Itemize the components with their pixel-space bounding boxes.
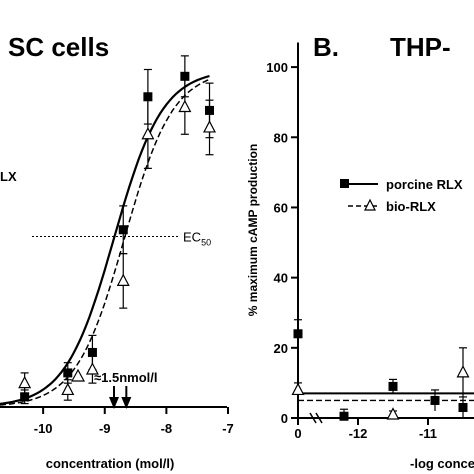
legend-label-bio: bio-RLX: [386, 199, 436, 214]
panel-a-title: SC cells: [8, 32, 109, 62]
porcine-rlx-point: [63, 368, 73, 378]
panel-b-x-tick-label: -11: [419, 426, 437, 441]
legend-marker-porcine: [340, 179, 349, 188]
panel-a-axes: -10 -9 -8 -7: [0, 406, 234, 436]
panel-b-y-axis-label: % maximum cAMP production: [246, 144, 260, 316]
ec50-arrow-head: [121, 397, 132, 409]
panel-a-legend-fragment: LX: [0, 169, 17, 184]
panel-a-x-tick-label: -8: [161, 421, 173, 436]
porcine-rlx-point: [180, 71, 190, 81]
panel-b: B. THP- % maximum cAMP production 0 20 40 6…: [246, 32, 474, 471]
panel-a-x-tick-label: -9: [99, 421, 111, 436]
panel-b-y-tick-label: 20: [274, 341, 288, 356]
panel-b-title: THP-: [390, 32, 451, 62]
panel-b-legend: porcine RLX bio-RLX: [340, 177, 463, 214]
bio-rlx-point: [386, 407, 400, 420]
porcine-rlx-point: [118, 225, 128, 235]
bio-rlx-point: [116, 273, 130, 286]
panel-a-curves: [0, 74, 210, 406]
porcine-rlx-point: [388, 381, 398, 391]
bio-rlx-point: [456, 365, 470, 378]
ec50-difference-label: ≈1.5nmol/l: [94, 370, 157, 385]
panel-b-axes: 0 20 40 60 80 100 0 -12 -11: [266, 42, 474, 441]
panel-b-y-tick-label: 40: [274, 271, 288, 286]
panel-a-annotation: ≈1.5nmol/l: [70, 368, 157, 409]
bio-rlx-point: [178, 99, 192, 113]
panel-b-x-tick-label: -12: [349, 426, 368, 441]
bio-rlx-point: [61, 382, 75, 396]
porcine-rlx-point: [143, 92, 153, 102]
porcine-rlx-point: [430, 395, 440, 405]
bio-rlx-point: [85, 362, 99, 375]
panel-a-ec50: EC50: [32, 230, 211, 248]
panel-b-y-tick-label: 60: [274, 200, 288, 215]
panel-b-y-tick-label: 0: [281, 411, 288, 426]
annotation-triangle-marker: [70, 368, 86, 382]
panel-a-x-axis-label: concentration (mol/l): [46, 456, 175, 471]
porcine-rlx-point: [458, 402, 468, 412]
bio-rlx-point: [18, 375, 32, 389]
panel-b-x-axis-label: -log concentra: [410, 456, 474, 471]
porcine-rlx-fit-curve: [0, 74, 210, 405]
porcine-rlx-point: [87, 347, 97, 357]
panel-a: SC cells LX -10 -9 -8 -7 EC50 ≈1.5nmol/l co…: [0, 32, 234, 471]
panel-b-x-tick-label: 0: [294, 426, 301, 441]
ec50-arrows: [109, 386, 132, 409]
bio-rlx-fit-curve: [0, 78, 210, 406]
porcine-rlx-point: [293, 329, 303, 339]
porcine-rlx-point: [339, 411, 349, 421]
panel-b-points: [291, 319, 470, 421]
legend-marker-bio: [364, 198, 376, 211]
ec50-arrow-head: [109, 397, 119, 409]
panel-b-axis-break: [309, 412, 317, 424]
ec50-label: EC50: [183, 230, 211, 248]
bio-rlx-point: [203, 120, 217, 133]
bio-rlx-point: [291, 382, 305, 396]
bio-rlx-point: [141, 126, 155, 140]
panel-a-x-tick-label: -10: [34, 421, 53, 436]
porcine-rlx-point: [20, 392, 30, 402]
panel-b-axis-break: [315, 412, 323, 424]
panel-b-y-tick-label: 80: [274, 130, 288, 145]
legend-label-porcine: porcine RLX: [386, 177, 463, 192]
panel-b-y-tick-label: 100: [266, 60, 288, 75]
panel-a-x-tick-label: -7: [222, 421, 234, 436]
panel-b-lines: [298, 392, 474, 402]
panel-a-points: [18, 55, 217, 405]
panel-b-letter: B.: [313, 32, 339, 62]
